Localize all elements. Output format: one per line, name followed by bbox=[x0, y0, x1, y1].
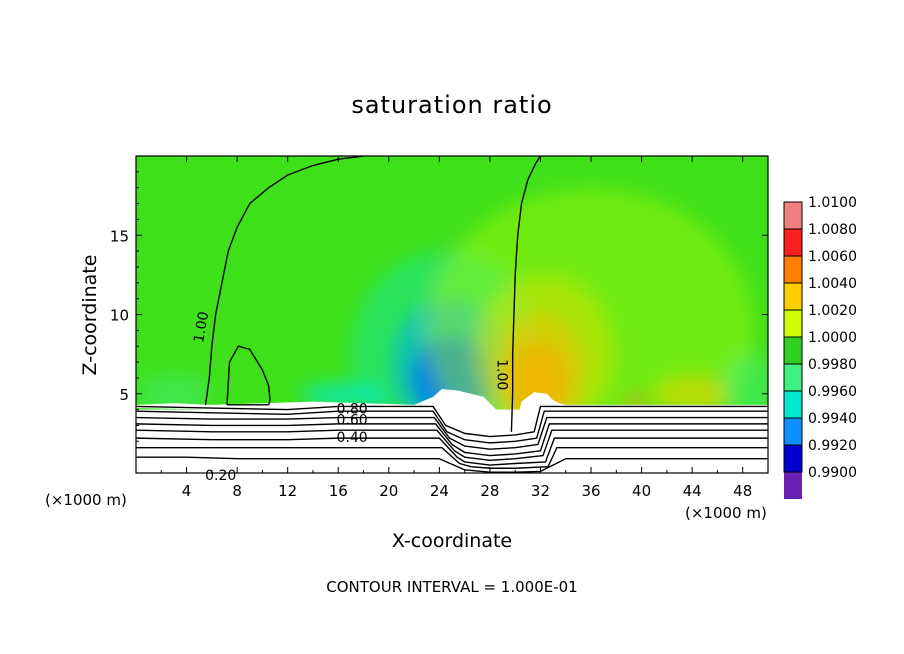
colorbar-swatch bbox=[784, 310, 802, 337]
colorbar-tick-label: 0.9940 bbox=[808, 411, 857, 427]
colorbar-swatch bbox=[784, 364, 802, 391]
y-axis: 5 10 15 bbox=[110, 171, 768, 458]
x-axis-label: X-coordinate bbox=[392, 530, 512, 552]
x-unit-left: (×1000 m) bbox=[45, 491, 127, 509]
colorbar-swatch bbox=[784, 229, 802, 256]
x-tick-label: 28 bbox=[480, 482, 499, 500]
contour-line-0_5-7 bbox=[136, 429, 768, 462]
contour-label-4: 0.40 bbox=[337, 430, 368, 446]
field-anomaly-7 bbox=[626, 396, 645, 408]
plot-area: 1.00 1.00 0.800.600.40 0.20 bbox=[135, 155, 769, 484]
colorbar-swatch bbox=[784, 202, 802, 229]
contour-label-2: 0.80 bbox=[337, 402, 368, 418]
x-tick-label: 16 bbox=[329, 482, 348, 500]
colorbar-tick-label: 1.0020 bbox=[808, 303, 857, 319]
x-tick-label: 8 bbox=[232, 482, 242, 500]
contour-line-0_4-8 bbox=[136, 437, 768, 466]
contour-line-0_7-5 bbox=[136, 416, 768, 450]
field-anomaly-10 bbox=[136, 374, 212, 413]
x-tick-label: 24 bbox=[430, 482, 449, 500]
x-tick-label: 20 bbox=[379, 482, 398, 500]
contour-label-3: 0.60 bbox=[337, 413, 368, 429]
colorbar-swatch bbox=[784, 256, 802, 283]
contour-line-0_9-3 bbox=[136, 405, 768, 438]
field-anomaly-9 bbox=[300, 382, 389, 409]
contour-interval-note: CONTOUR INTERVAL = 1.000E-01 bbox=[326, 578, 577, 596]
colorbar-tick-label: 1.0040 bbox=[808, 276, 857, 292]
contour-line-0_8-4 bbox=[136, 410, 768, 444]
contour-line-0_6-6 bbox=[136, 423, 768, 457]
colorbar-tick-label: 0.9960 bbox=[808, 384, 857, 400]
y-tick-label: 10 bbox=[110, 307, 129, 325]
colorbar-tick-label: 0.9980 bbox=[808, 357, 857, 373]
colorbar: 1.0100 1.0080 1.0060 1.0040 1.0020 1.0000 0.99… bbox=[783, 195, 857, 499]
colorbar-swatch bbox=[784, 391, 802, 418]
colorbar-swatch bbox=[784, 472, 802, 499]
x-tick-label: 44 bbox=[683, 482, 702, 500]
contour-label-1: 1.00 bbox=[493, 359, 509, 390]
masked-lower-layer bbox=[136, 409, 768, 473]
x-unit-right: (×1000 m) bbox=[685, 504, 767, 522]
colorbar-tick-label: 1.0100 bbox=[808, 195, 857, 211]
y-tick-label: 15 bbox=[110, 227, 129, 245]
x-tick-label: 36 bbox=[581, 482, 600, 500]
x-tick-label: 48 bbox=[733, 482, 752, 500]
contour-label-0: 1.00 bbox=[191, 310, 212, 343]
field-anomaly-11 bbox=[723, 354, 768, 418]
colorbar-tick-label: 0.9900 bbox=[808, 465, 857, 481]
contour-label-5: 0.20 bbox=[205, 468, 236, 484]
contour-line-0_2-10 bbox=[136, 456, 768, 473]
contour-line-1-2 bbox=[226, 345, 271, 406]
contour-line-1-1 bbox=[510, 156, 542, 432]
colorbar-tick-label: 0.9920 bbox=[808, 438, 857, 454]
x-axis: 4 8 12 16 20 24 28 32 36 40 44 48 bbox=[160, 156, 752, 500]
x-tick-label: 32 bbox=[531, 482, 550, 500]
colorbar-tick-label: 1.0060 bbox=[808, 249, 857, 265]
field-anomaly-8 bbox=[654, 374, 731, 413]
y-tick-label: 5 bbox=[119, 386, 129, 404]
colorbar-swatch bbox=[784, 418, 802, 445]
colorbar-swatch bbox=[784, 283, 802, 310]
chart-title: saturation ratio bbox=[351, 91, 552, 119]
contour-line-1-0 bbox=[204, 156, 364, 405]
x-tick-label: 4 bbox=[182, 482, 192, 500]
y-axis-label: Z-coordinate bbox=[79, 255, 101, 376]
x-tick-label: 40 bbox=[632, 482, 651, 500]
colorbar-swatch bbox=[784, 445, 802, 472]
colorbar-tick-label: 1.0000 bbox=[808, 330, 857, 346]
colorbar-tick-label: 1.0080 bbox=[808, 222, 857, 238]
masked-region-1 bbox=[512, 392, 768, 445]
x-tick-label: 12 bbox=[278, 482, 297, 500]
colorbar-swatch bbox=[784, 337, 802, 364]
